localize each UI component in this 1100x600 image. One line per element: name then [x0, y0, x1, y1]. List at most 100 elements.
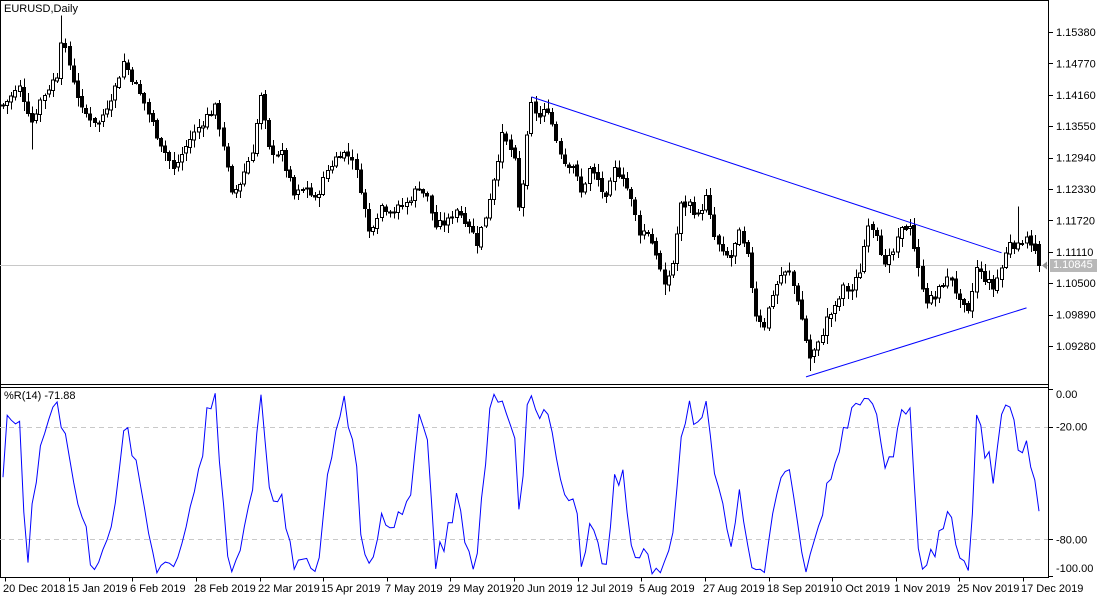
candle-down	[421, 189, 425, 194]
candlesticks	[1, 15, 1041, 372]
candle-down	[550, 112, 554, 125]
time-axis-label: 15 Jan 2019	[67, 583, 128, 595]
candle-down	[1012, 242, 1016, 249]
candle-down	[1020, 243, 1024, 246]
candle-up	[975, 267, 979, 293]
candle-down	[708, 195, 712, 215]
candle-down	[80, 95, 84, 108]
candle-up	[188, 139, 192, 149]
candle-down	[563, 154, 567, 165]
candle-down	[284, 149, 288, 171]
candle-up	[571, 165, 575, 168]
symbol-timeframe-label: EURUSD,Daily	[4, 3, 78, 15]
candle-up	[908, 226, 912, 230]
candle-down	[650, 233, 654, 244]
candle-up	[13, 90, 17, 98]
candle-down	[517, 158, 521, 208]
candle-down	[792, 271, 796, 287]
candle-down	[151, 112, 155, 123]
candle-down	[554, 124, 558, 141]
candle-up	[342, 152, 346, 159]
candle-down	[754, 288, 758, 317]
candle-down	[758, 315, 762, 323]
time-axis-label: 27 Aug 2019	[703, 583, 765, 595]
candle-down	[692, 201, 696, 215]
candle-down	[808, 339, 812, 359]
candle-up	[529, 102, 533, 134]
descending-trendline[interactable]	[531, 96, 1002, 254]
candle-down	[267, 119, 271, 148]
candle-up	[197, 126, 201, 133]
candle-up	[583, 183, 587, 193]
candle-down	[138, 83, 142, 94]
chart-frame	[0, 0, 1049, 578]
time-axis-label: 6 Feb 2019	[130, 583, 186, 595]
candle-up	[896, 236, 900, 253]
candle-up	[1008, 242, 1012, 255]
candle-down	[155, 119, 159, 139]
candle-down	[355, 158, 359, 170]
candle-up	[326, 169, 330, 179]
candle-up	[113, 85, 117, 101]
candle-up	[887, 255, 891, 266]
candle-up	[812, 349, 816, 358]
candle-up	[43, 94, 47, 101]
candle-up	[995, 277, 999, 291]
candle-up	[733, 243, 737, 257]
candle-down	[30, 112, 34, 123]
time-axis-label: 28 Feb 2019	[194, 583, 256, 595]
candle-down	[63, 42, 67, 48]
candle-down	[579, 176, 583, 193]
candle-up	[671, 262, 675, 276]
candle-down	[592, 167, 596, 174]
candle-up	[588, 168, 592, 184]
candle-up	[446, 217, 450, 226]
time-axis-label: 25 Nov 2019	[957, 583, 1019, 595]
candle-down	[442, 220, 446, 226]
candle-down	[346, 151, 350, 157]
candle-up	[833, 304, 837, 315]
candle-down	[72, 65, 76, 83]
candle-down	[621, 174, 625, 180]
candle-down	[217, 102, 221, 130]
candle-down	[450, 216, 454, 219]
indicator-axis-label: 0.00	[1056, 389, 1077, 401]
candle-down	[263, 93, 267, 121]
candle-up	[409, 200, 413, 203]
candle-down	[504, 133, 508, 142]
candle-down	[804, 318, 808, 342]
trendlines[interactable]	[531, 96, 1027, 378]
candle-down	[88, 113, 92, 121]
candle-down	[762, 321, 766, 328]
candle-down	[966, 303, 970, 311]
price-axis-label: 1.10500	[1056, 278, 1096, 290]
time-axis[interactable]: 20 Dec 2018 15 Jan 2019 6 Feb 2019 28 Feb 2…	[3, 577, 1083, 596]
candle-up	[929, 294, 933, 304]
candle-up	[9, 95, 13, 103]
indicator-axis[interactable]: 0.00 -20.00 -80.00 -100.00	[1048, 389, 1093, 577]
candle-down	[575, 164, 579, 177]
candle-up	[608, 180, 612, 196]
candle-down	[84, 107, 88, 114]
indicator-level-lines	[0, 427, 1048, 540]
ascending-trendline[interactable]	[805, 307, 1027, 378]
candle-down	[288, 169, 292, 179]
candle-down	[463, 212, 467, 224]
candle-down	[126, 62, 130, 71]
candle-up	[829, 314, 833, 319]
candle-down	[725, 251, 729, 256]
price-axis[interactable]: 1.15380 1.14770 1.14160 1.13550 1.12940 1.123…	[1048, 27, 1096, 353]
time-axis-label: 20 Dec 2018	[3, 583, 65, 595]
candle-down	[305, 187, 309, 190]
candle-down	[717, 235, 721, 245]
candle-down	[309, 187, 313, 196]
candle-down	[467, 221, 471, 227]
candle-down	[313, 194, 317, 198]
candle-up	[371, 227, 375, 233]
price-marker-arrow	[1042, 261, 1047, 270]
candle-up	[238, 183, 242, 192]
candle-down	[991, 278, 995, 290]
candle-up	[276, 154, 280, 157]
